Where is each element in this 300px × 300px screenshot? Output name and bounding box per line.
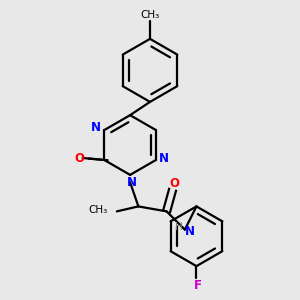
Text: F: F [194,278,202,292]
Text: H: H [175,222,183,232]
Text: N: N [159,152,169,165]
Text: O: O [169,177,180,190]
Text: O: O [74,152,84,165]
Text: N: N [91,121,101,134]
Text: CH₃: CH₃ [140,10,160,20]
Text: N: N [185,225,195,238]
Text: N: N [126,176,136,189]
Text: CH₃: CH₃ [88,206,107,215]
